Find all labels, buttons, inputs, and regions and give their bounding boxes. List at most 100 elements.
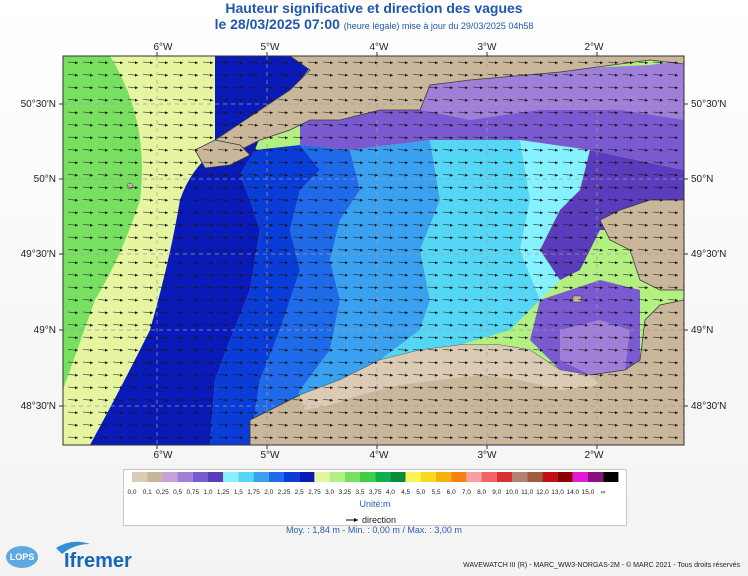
direction-arrow-head: [480, 373, 483, 377]
direction-arrow-head: [75, 323, 78, 327]
direction-arrow-head: [240, 236, 243, 240]
direction-arrow-head: [510, 173, 513, 177]
direction-arrow-head: [120, 61, 123, 65]
direction-arrow-head: [105, 123, 108, 127]
direction-arrow-head: [75, 211, 78, 215]
direction-arrow-head: [675, 348, 678, 352]
legend-swatch: [466, 472, 482, 482]
direction-arrow-head: [270, 373, 273, 377]
direction-arrow-head: [570, 98, 573, 102]
direction-arrow-head: [465, 98, 468, 102]
direction-arrow-head: [405, 98, 408, 102]
direction-arrow-head: [450, 386, 453, 390]
direction-arrow-head: [330, 423, 333, 427]
direction-arrow-head: [375, 73, 378, 77]
direction-arrow-head: [300, 273, 303, 277]
direction-arrow-head: [435, 111, 438, 115]
direction-arrow-head: [660, 436, 663, 440]
direction-arrow-head: [165, 361, 168, 365]
direction-arrow-head: [465, 211, 468, 215]
direction-arrow-head: [375, 311, 378, 315]
direction-arrow-head: [660, 123, 663, 127]
direction-arrow-head: [225, 61, 228, 65]
direction-arrow-head: [300, 86, 303, 90]
direction-arrow-head: [150, 223, 153, 227]
direction-arrow-head: [255, 186, 258, 190]
direction-arrow-head: [600, 73, 603, 77]
direction-arrow-head: [300, 348, 303, 352]
lat-label-left-1: 50°N: [34, 174, 56, 185]
direction-arrow-head: [600, 161, 603, 165]
direction-arrow-head: [510, 98, 513, 102]
direction-arrow-head: [225, 236, 228, 240]
direction-arrow-head: [390, 436, 393, 440]
direction-arrow-head: [135, 161, 138, 165]
direction-arrow-head: [660, 311, 663, 315]
direction-arrow-head: [75, 198, 78, 202]
direction-arrow-head: [75, 98, 78, 102]
legend-label: 5,0: [416, 489, 425, 496]
direction-arrow-head: [345, 298, 348, 302]
direction-arrow-head: [270, 311, 273, 315]
direction-arrow-head: [555, 161, 558, 165]
direction-arrow-head: [90, 148, 93, 152]
direction-arrow-head: [465, 398, 468, 402]
direction-arrow-head: [420, 248, 423, 252]
direction-arrow-head: [180, 373, 183, 377]
direction-arrow-head: [600, 261, 603, 265]
lat-label-left-4: 48°30'N: [21, 401, 56, 412]
direction-arrow-head: [360, 348, 363, 352]
direction-arrow-head: [390, 111, 393, 115]
direction-arrow-head: [600, 248, 603, 252]
direction-arrow-head: [660, 273, 663, 277]
direction-arrow-head: [675, 86, 678, 90]
direction-arrow-head: [330, 186, 333, 190]
direction-arrow-head: [585, 398, 588, 402]
direction-arrow-head: [345, 248, 348, 252]
direction-arrow-head: [75, 123, 78, 127]
direction-arrow-head: [690, 336, 693, 339]
direction-arrow-head: [195, 423, 198, 427]
direction-arrow-head: [390, 373, 393, 377]
legend-swatch: [344, 472, 360, 482]
direction-arrow-head: [180, 86, 183, 90]
direction-arrow-head: [360, 136, 363, 140]
direction-arrow-head: [405, 236, 408, 240]
direction-arrow-head: [120, 323, 123, 327]
direction-arrow-head: [180, 323, 183, 327]
direction-arrow-head: [195, 123, 198, 127]
direction-arrow-head: [585, 298, 588, 302]
direction-arrow-head: [195, 273, 198, 277]
direction-arrow-head: [690, 436, 693, 439]
direction-arrow-head: [300, 136, 303, 140]
direction-arrow-head: [150, 423, 153, 427]
direction-arrow-head: [555, 423, 558, 427]
direction-arrow-head: [315, 411, 318, 415]
direction-arrow-head: [495, 211, 498, 215]
direction-arrow-head: [555, 73, 558, 77]
direction-arrow-head: [510, 423, 513, 427]
direction-arrow-head: [495, 386, 498, 390]
direction-arrow-head: [555, 261, 558, 265]
direction-arrow-head: [570, 261, 573, 265]
direction-arrow-head: [465, 61, 468, 65]
direction-arrow-head: [600, 98, 603, 102]
direction-arrow-head: [165, 386, 168, 390]
direction-arrow-head: [645, 323, 648, 327]
land-cornwall: [194, 139, 251, 169]
lat-label-left-0: 50°30'N: [21, 99, 56, 110]
direction-arrow-head: [510, 373, 513, 377]
direction-arrow-head: [180, 248, 183, 252]
direction-arrow-head: [330, 373, 333, 377]
direction-arrow-head: [255, 286, 258, 290]
direction-arrow-head: [420, 323, 423, 327]
direction-arrow-head: [90, 211, 93, 215]
direction-arrow-head: [615, 273, 618, 277]
direction-arrow-head: [210, 311, 213, 315]
direction-arrow-head: [255, 248, 258, 252]
direction-arrow-head: [75, 236, 78, 240]
direction-arrow-head: [600, 123, 603, 127]
direction-arrow-head: [525, 361, 528, 365]
direction-arrow-head: [420, 311, 423, 315]
